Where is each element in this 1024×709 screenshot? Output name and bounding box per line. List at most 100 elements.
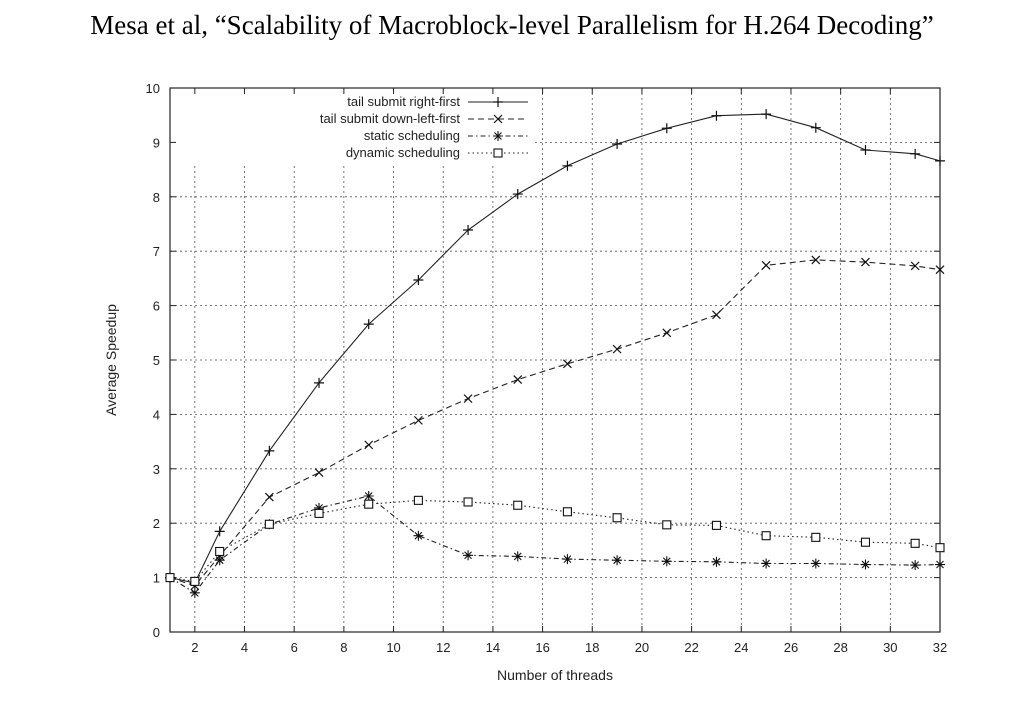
data-point (413, 275, 424, 286)
y-tick-label: 9 (153, 135, 160, 150)
series-line (169, 495, 941, 594)
legend-marker (493, 148, 503, 158)
y-axis-label: Average Speedup (103, 304, 119, 416)
data-point (363, 319, 374, 330)
legend-marker (493, 114, 503, 124)
x-tick-label: 6 (291, 640, 298, 655)
y-tick-label: 1 (153, 571, 160, 586)
x-tick-label: 32 (933, 640, 947, 655)
data-point (314, 508, 324, 518)
data-point (562, 554, 573, 565)
data-point (314, 502, 325, 513)
x-tick-label: 10 (386, 640, 400, 655)
data-point (761, 558, 772, 569)
data-point (860, 559, 871, 570)
data-point (935, 559, 945, 570)
data-point (264, 445, 275, 456)
x-tick-label: 28 (833, 640, 847, 655)
data-point (811, 532, 821, 542)
data-point (711, 520, 722, 530)
data-point (190, 576, 200, 586)
data-point (612, 555, 623, 566)
data-point (661, 123, 672, 134)
data-point (512, 551, 523, 562)
x-tick-label: 14 (486, 640, 500, 655)
data-point (463, 394, 473, 404)
grid-lines (170, 88, 941, 632)
data-point (413, 530, 424, 541)
data-point (215, 546, 225, 557)
data-point (562, 359, 572, 369)
data-point (512, 189, 523, 200)
data-point (612, 513, 622, 523)
y-tick-label: 0 (153, 625, 160, 640)
data-point (413, 495, 423, 505)
legend-label: tail submit right-first (347, 94, 460, 109)
data-point (314, 377, 325, 388)
legend-marker (493, 97, 503, 107)
series-line (169, 499, 941, 582)
data-point (214, 526, 225, 537)
series-3 (165, 491, 945, 598)
data-point (811, 255, 821, 265)
y-tick-label: 6 (153, 299, 160, 314)
data-point (413, 415, 423, 425)
y-tick-label: 3 (153, 462, 160, 477)
data-point (712, 310, 721, 320)
x-tick-label: 12 (436, 640, 450, 655)
legend-label: static scheduling (364, 128, 460, 143)
series-line (169, 259, 941, 587)
data-point (562, 507, 572, 517)
x-tick-label: 22 (684, 640, 698, 655)
data-point (810, 122, 821, 133)
data-point (612, 344, 622, 354)
data-point (189, 587, 200, 598)
data-point (661, 556, 672, 567)
data-point (761, 531, 771, 541)
x-tick-label: 20 (635, 640, 649, 655)
data-point (612, 139, 623, 150)
legend-marker (493, 131, 503, 141)
x-tick-label: 24 (734, 640, 748, 655)
data-point (562, 160, 573, 171)
x-tick-label: 26 (784, 640, 798, 655)
legend-label: tail submit down-left-first (320, 111, 461, 126)
data-point (513, 500, 523, 510)
data-point (761, 109, 772, 120)
x-tick-label: 18 (585, 640, 599, 655)
x-axis-label: Number of threads (497, 667, 613, 683)
x-tick-label: 4 (241, 640, 248, 655)
data-point (264, 492, 274, 502)
data-point (363, 491, 374, 501)
data-point (214, 555, 225, 566)
y-tick-label: 8 (153, 190, 160, 205)
data-point (860, 537, 871, 547)
data-point (935, 543, 945, 553)
series-line (169, 113, 941, 584)
data-point (314, 468, 324, 478)
y-tick-label: 5 (153, 353, 160, 368)
data-point (711, 556, 722, 567)
series-1 (165, 109, 945, 589)
data-point (910, 148, 921, 159)
data-point (264, 519, 274, 529)
data-point (935, 265, 945, 275)
x-tick-label: 30 (883, 640, 897, 655)
data-point (364, 499, 374, 509)
x-tick-label: 16 (535, 640, 549, 655)
y-tick-label: 10 (146, 81, 160, 96)
data-point (910, 560, 921, 571)
data-point (364, 440, 374, 450)
data-point (860, 145, 871, 156)
data-point (910, 261, 920, 271)
data-point (861, 257, 870, 267)
data-point (513, 375, 523, 385)
data-point (935, 155, 945, 166)
data-point (165, 573, 175, 583)
data-point (463, 550, 474, 561)
y-tick-label: 2 (153, 516, 160, 531)
legend-label: dynamic scheduling (346, 145, 460, 160)
data-point (810, 558, 821, 569)
legend: tail submit right-first tail submit down-… (320, 94, 528, 160)
